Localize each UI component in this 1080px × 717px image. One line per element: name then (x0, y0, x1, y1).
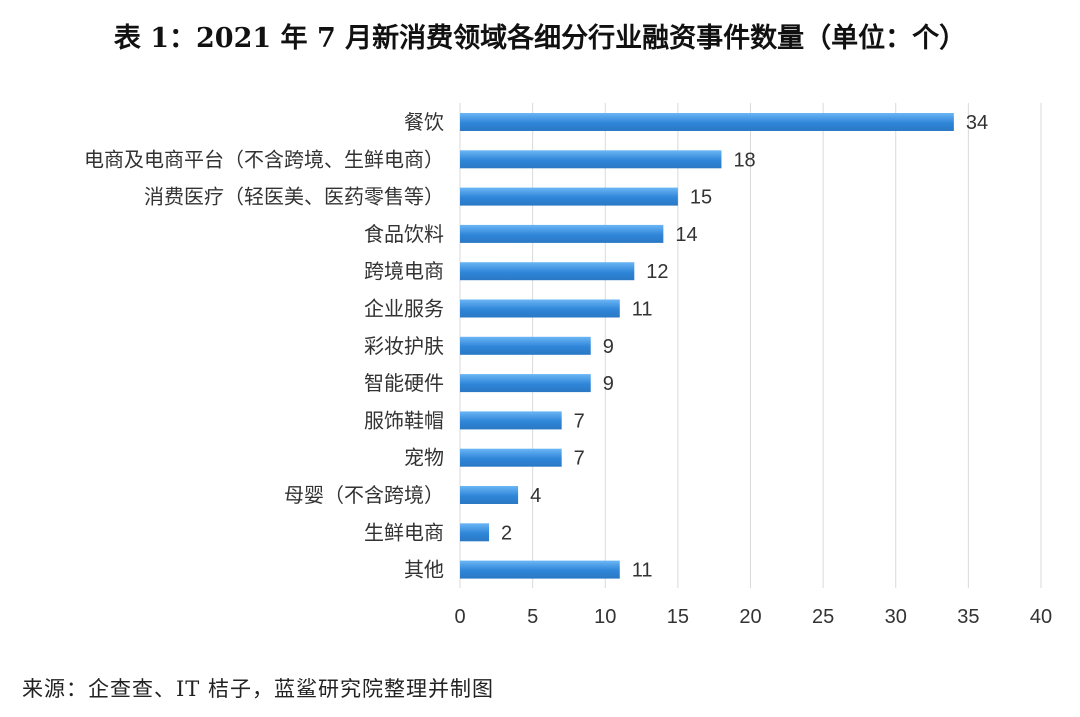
value-label: 15 (690, 187, 712, 209)
x-tick-label: 5 (527, 606, 538, 628)
bar (460, 187, 678, 206)
bar (460, 299, 620, 318)
value-label: 7 (574, 410, 585, 432)
bar (460, 523, 490, 542)
bar (460, 374, 591, 393)
bar (460, 448, 562, 467)
value-label: 7 (574, 448, 585, 470)
x-tick-label: 35 (957, 606, 979, 628)
value-label: 14 (675, 224, 697, 246)
value-label: 9 (603, 336, 614, 358)
x-tick-label: 20 (739, 606, 761, 628)
x-tick-label: 25 (812, 606, 834, 628)
x-tick-label: 10 (594, 606, 616, 628)
value-label: 34 (966, 112, 988, 134)
bar-layer (460, 113, 954, 579)
category-label: 电商及电商平台（不含跨境、生鲜电商） (84, 147, 444, 171)
bar (460, 224, 664, 243)
category-label: 母婴（不含跨境） (284, 483, 444, 507)
category-label: 食品饮料 (364, 222, 444, 246)
x-tick-label: 0 (454, 606, 465, 628)
source-note: 来源：企查查、IT 桔子，蓝鲨研究院整理并制图 (22, 677, 494, 701)
value-label: 2 (501, 522, 512, 544)
category-label: 智能硬件 (364, 371, 444, 395)
value-label: 11 (632, 299, 653, 321)
category-label: 宠物 (404, 446, 444, 470)
bar (460, 560, 620, 579)
label-layer: 餐饮 34 电商及电商平台（不含跨境、生鲜电商） 18 消费医疗（轻医美、医药零售等） 1… (84, 110, 988, 582)
category-label: 消费医疗（轻医美、医药零售等） (144, 185, 444, 209)
category-label: 彩妆护肤 (364, 334, 444, 358)
x-tick-label: 40 (1030, 606, 1052, 628)
value-label: 4 (530, 485, 541, 507)
category-label: 餐饮 (404, 110, 444, 134)
bar (460, 113, 954, 131)
x-tick-label: 30 (885, 606, 907, 628)
value-label: 11 (632, 560, 653, 582)
category-label: 其他 (404, 558, 444, 582)
x-tick-label: 15 (667, 606, 689, 628)
bar (460, 262, 635, 281)
value-label: 9 (603, 373, 614, 395)
value-label: 12 (646, 261, 668, 283)
bar (460, 150, 722, 169)
value-label: 18 (733, 149, 755, 171)
category-label: 跨境电商 (364, 259, 444, 283)
category-label: 服饰鞋帽 (364, 408, 444, 432)
bar (460, 486, 519, 504)
bar (460, 336, 591, 355)
category-label: 生鲜电商 (364, 520, 444, 544)
category-label: 企业服务 (364, 297, 444, 321)
tick-layer: 0 5 10 15 20 25 30 35 40 (454, 606, 1052, 628)
bar (460, 411, 562, 430)
chart-title: 表 1：2021 年 7 月新消费领域各细分行业融资事件数量（单位：个） (113, 23, 967, 54)
